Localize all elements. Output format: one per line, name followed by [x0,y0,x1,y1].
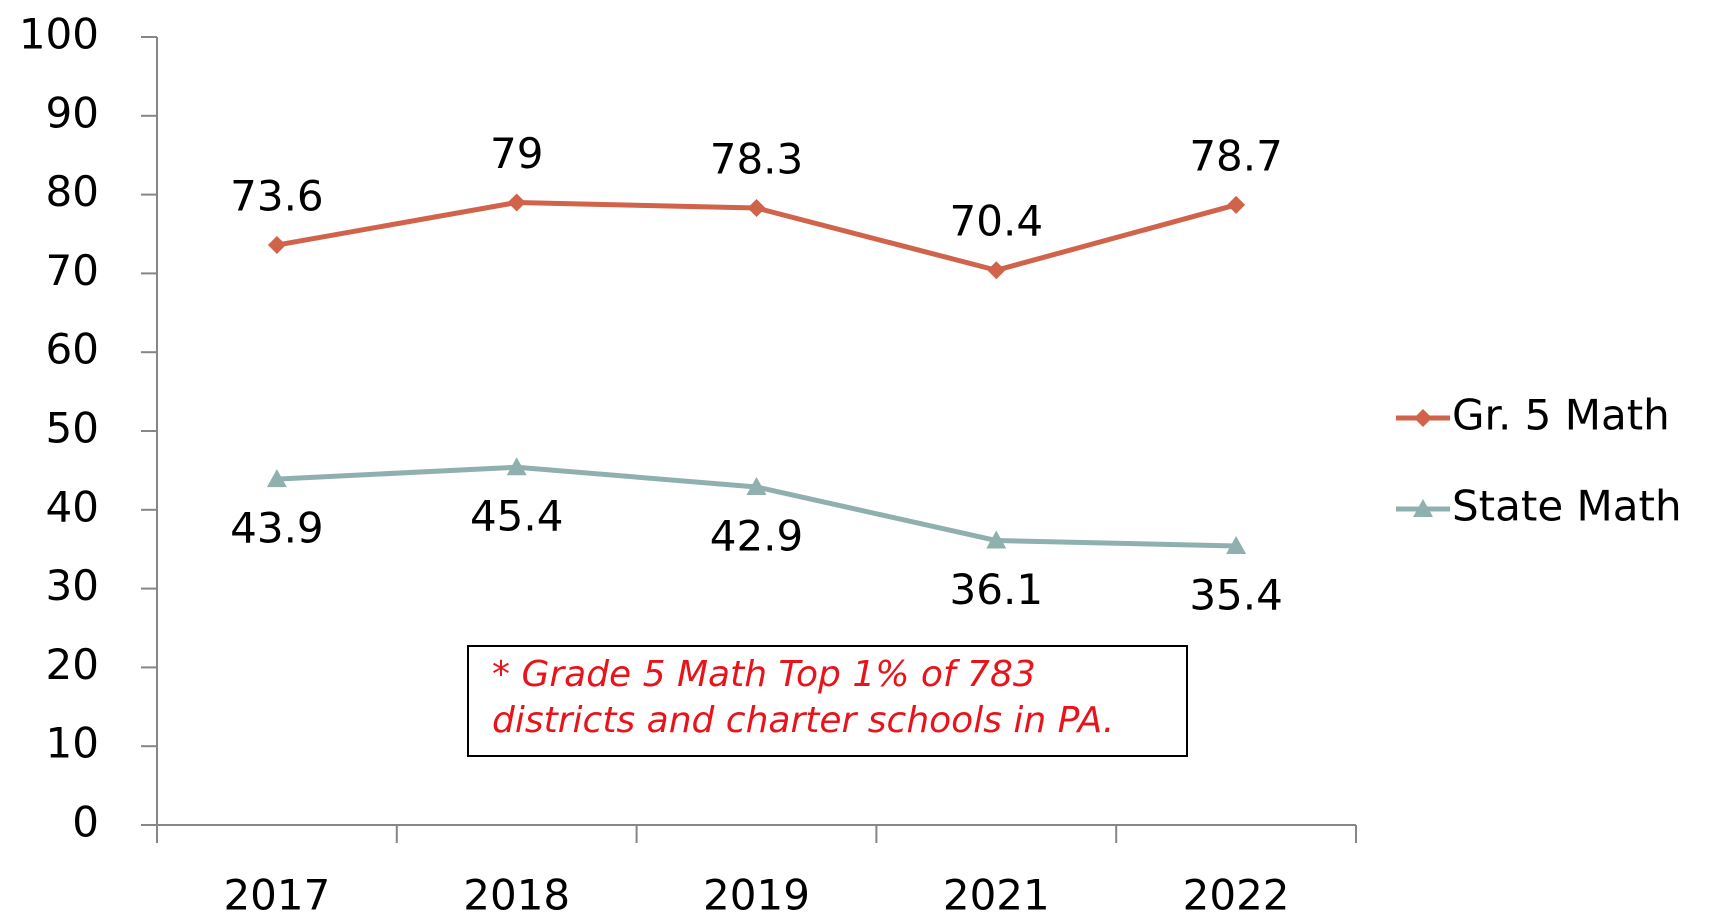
data-label: 78.3 [710,134,804,183]
data-label: 79 [490,129,543,178]
data-label: 78.7 [1189,131,1283,180]
data-label: 36.1 [950,565,1044,614]
annotation: * Grade 5 Math Top 1% of 783 [492,654,1036,695]
y-tick-label: 100 [19,10,99,59]
x-tick-label: 2018 [463,871,570,913]
marker [507,193,526,212]
data-label: 42.9 [710,511,804,560]
marker [1227,195,1246,214]
y-tick-label: 40 [46,482,99,531]
marker [1414,409,1432,427]
x-tick-label: 2022 [1183,871,1290,913]
legend-label: State Math [1452,482,1682,531]
marker [986,530,1007,549]
data-label: 43.9 [230,504,324,553]
marker [1226,536,1247,555]
y-tick-label: 80 [46,167,99,216]
y-tick-label: 60 [46,325,99,374]
marker [1413,499,1433,517]
marker [266,469,287,488]
data-label: 73.6 [230,172,324,221]
y-tick-label: 90 [46,88,99,137]
marker [267,236,286,255]
y-tick-label: 30 [46,561,99,610]
y-tick-label: 70 [46,246,99,295]
x-tick-label: 2021 [943,871,1050,913]
marker [987,261,1006,280]
annotation: districts and charter schools in PA. [492,700,1114,741]
x-tick-label: 2019 [703,871,810,913]
marker [506,457,527,476]
y-tick-label: 0 [72,798,99,847]
legend-label: Gr. 5 Math [1452,391,1670,440]
marker [746,476,767,495]
y-tick-label: 10 [46,719,99,768]
data-label: 70.4 [950,197,1044,246]
data-label: 35.4 [1189,571,1283,620]
marker [747,198,766,217]
x-tick-label: 2017 [223,871,330,913]
y-tick-label: 50 [46,404,99,453]
data-label: 45.4 [470,492,564,541]
y-tick-label: 20 [46,640,99,689]
annotation-box [467,645,1188,757]
